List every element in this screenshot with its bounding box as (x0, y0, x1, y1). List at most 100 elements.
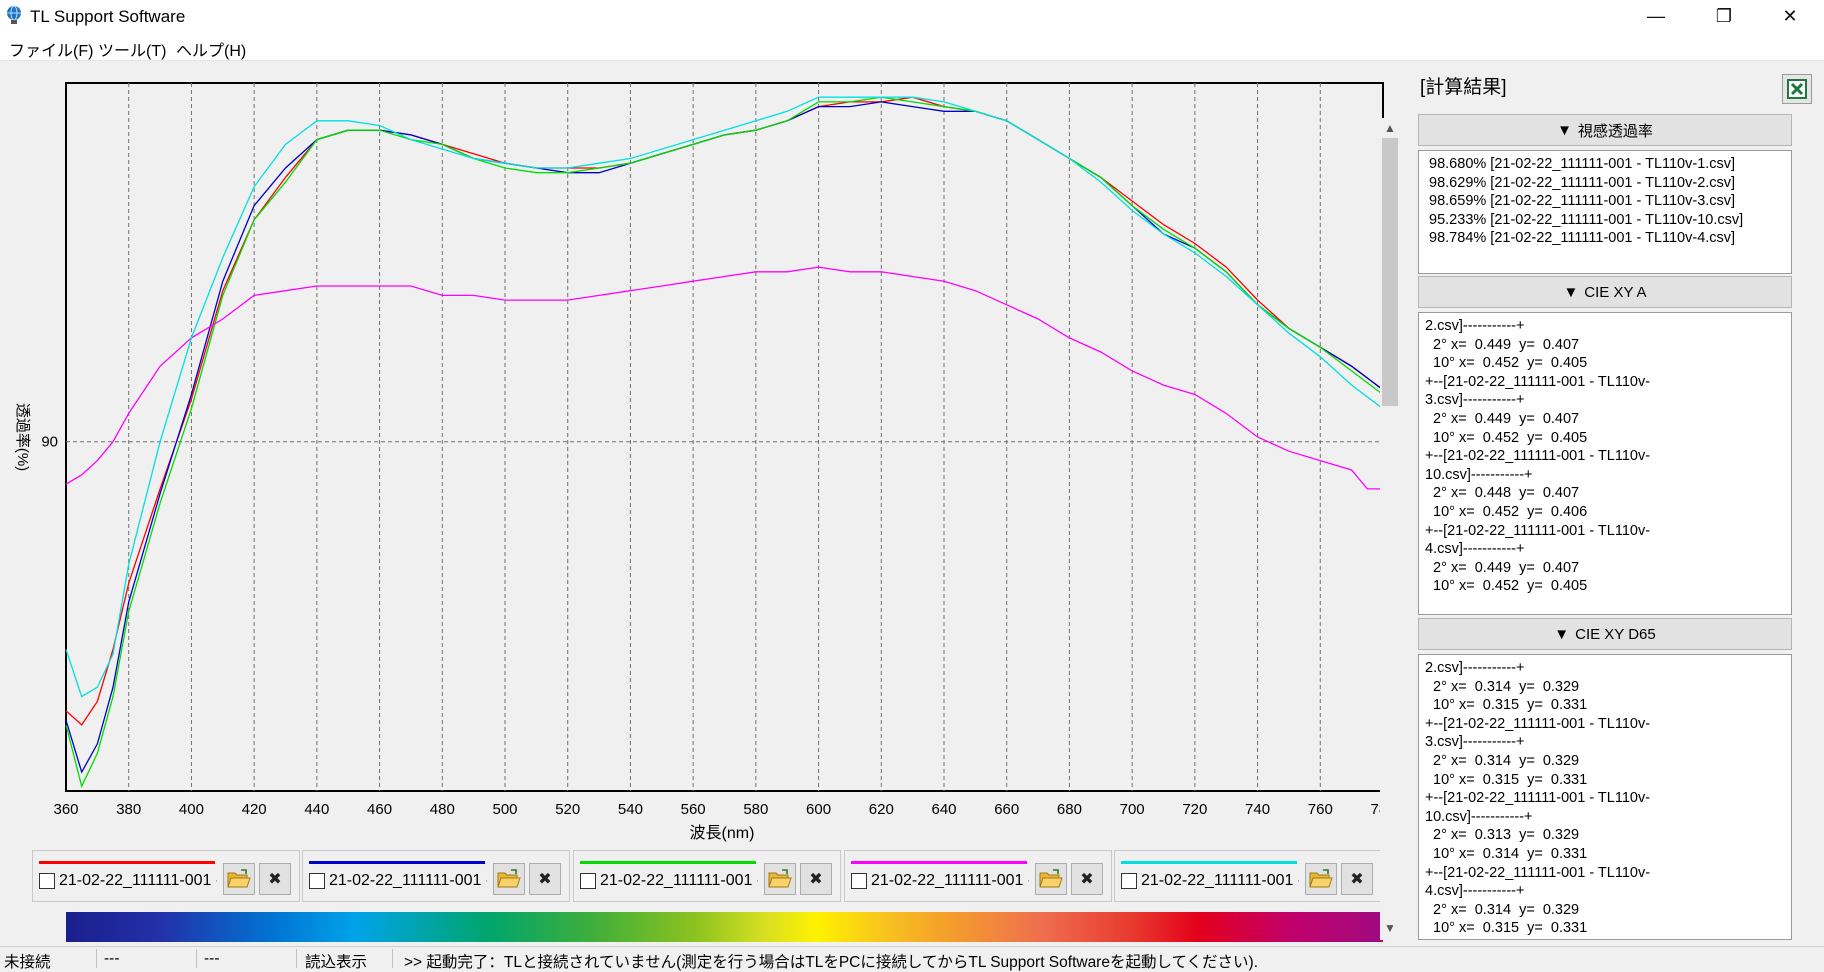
x-tick-label: 460 (367, 801, 392, 818)
x-axis-label: 波長(nm) (690, 824, 755, 842)
x-tick-label: 560 (681, 801, 706, 818)
folder-open-icon (1309, 869, 1333, 888)
menu-file[interactable]: ファイル(F) (9, 43, 94, 60)
scrollbar-thumb[interactable] (1382, 138, 1398, 406)
remove-icon: ✖ (268, 871, 282, 888)
status-divider (96, 949, 97, 968)
x-tick-label: 660 (994, 801, 1019, 818)
minimize-icon: — (1647, 6, 1665, 26)
x-tick-label: 600 (806, 801, 831, 818)
remove-icon: ✖ (538, 871, 552, 888)
section-body-cie-xy-d65: 2.csv]-----------+ 2° x= 0.314 y= 0.329 … (1418, 654, 1792, 940)
chart-panel: 360 380 400 420 440 460 480 500 520 540 560 580 600 6… (0, 64, 1411, 844)
file-slot-3: 21-02-22_111111-001 - TL110v-3.csv ✖ (573, 850, 841, 902)
restore-icon: ❐ (1715, 6, 1733, 26)
status-message: >> 起動完了：TLと接続されていません(測定を行う場合はTLをPCに接続してか… (404, 954, 1259, 971)
file-name: 21-02-22_111111-001 - TL110v-3.csv (600, 872, 758, 889)
folder-open-icon (227, 869, 251, 888)
file-checkbox[interactable] (851, 873, 867, 889)
x-tick-label: 620 (869, 801, 894, 818)
section-title: CIE XY D65 (1575, 625, 1656, 643)
file-name: 21-02-22_111111-001 - TL110v-1.csv (59, 872, 217, 889)
x-tick-label: 420 (242, 801, 267, 818)
folder-open-icon (1039, 869, 1063, 888)
x-tick-label: 760 (1308, 801, 1333, 818)
remove-file-button[interactable]: ✖ (529, 863, 561, 895)
file-name: 21-02-22_111111-001 - TL110v-2.csv (329, 872, 487, 889)
section-title: CIE XY A (1584, 283, 1647, 301)
spectrum-color-bar (66, 912, 1383, 942)
collapse-triangle-icon: ▼ (1557, 121, 1572, 139)
x-tick-label: 700 (1120, 801, 1145, 818)
excel-export-button[interactable] (1782, 74, 1812, 104)
file-slot-5: 21-02-22_111111-001 - TL110v-4.csv ✖ (1114, 850, 1382, 902)
collapse-triangle-icon: ▼ (1554, 625, 1570, 643)
open-file-button[interactable] (764, 863, 796, 895)
excel-export-icon (1787, 79, 1807, 99)
x-tick-label: 480 (430, 801, 455, 818)
section-header-luminous-transmittance[interactable]: ▼ 視感透過率 (1418, 114, 1792, 146)
scroll-down-icon[interactable]: ▼ (1384, 921, 1396, 935)
x-tick-label: 680 (1057, 801, 1082, 818)
open-file-button[interactable] (223, 863, 255, 895)
series-line-3 (65, 96, 1384, 789)
title-bar: TL Support Software — ❐ ✕ (0, 0, 1824, 33)
open-file-button[interactable] (1035, 863, 1067, 895)
series-color-swatch (39, 861, 215, 864)
x-tick-label: 740 (1245, 801, 1270, 818)
status-divider (392, 949, 393, 968)
y-axis-label: 透過率(%) (14, 403, 31, 471)
remove-file-button[interactable]: ✖ (1071, 863, 1103, 895)
series-color-swatch (309, 861, 485, 864)
window-title: TL Support Software (30, 7, 186, 26)
section-header-cie-xy-d65[interactable]: ▼ CIE XY D65 (1418, 618, 1792, 650)
section-title: 視感透過率 (1577, 122, 1653, 140)
series-color-swatch (1121, 861, 1297, 864)
y-tick-label: 90 (41, 434, 58, 451)
remove-icon: ✖ (1080, 871, 1094, 888)
file-checkbox[interactable] (309, 873, 325, 889)
section-header-cie-xy-a[interactable]: ▼ CIE XY A (1418, 276, 1792, 308)
x-tick-label: 540 (618, 801, 643, 818)
open-file-button[interactable] (493, 863, 525, 895)
status-divider (196, 949, 197, 968)
file-slot-4: 21-02-22_111111-001 - TL110v-10.csv ✖ (844, 850, 1112, 902)
x-tick-label: 440 (304, 801, 329, 818)
collapse-triangle-icon: ▼ (1563, 283, 1579, 301)
remove-icon: ✖ (809, 871, 823, 888)
menu-help[interactable]: ヘルプ(H) (176, 43, 247, 60)
status-mode: 読込表示 (305, 954, 368, 971)
status-field-3: --- (204, 950, 220, 967)
transmittance-chart: 360 380 400 420 440 460 480 500 520 540 560 580 600 6… (14, 82, 1396, 842)
series-color-swatch (851, 861, 1027, 864)
close-button[interactable]: ✕ (1756, 0, 1824, 33)
file-slot-2: 21-02-22_111111-001 - TL110v-2.csv ✖ (302, 850, 570, 902)
status-divider (296, 949, 297, 968)
series-line-5 (65, 96, 1384, 698)
file-checkbox[interactable] (39, 873, 55, 889)
file-name: 21-02-22_111111-001 - TL110v-10.csv (871, 872, 1029, 889)
file-checkbox[interactable] (580, 873, 596, 889)
x-tick-label: 640 (931, 801, 956, 818)
remove-file-button[interactable]: ✖ (800, 863, 832, 895)
maximize-button[interactable]: ❐ (1690, 0, 1758, 33)
app-globe-icon (7, 5, 21, 24)
open-file-button[interactable] (1305, 863, 1337, 895)
status-bar: 未接続 --- --- 読込表示 >> 起動完了：TLと接続されていません(測定… (0, 946, 1824, 971)
menu-bar: ファイル(F) ツール(T) ヘルプ(H) (0, 33, 1824, 61)
series-color-swatch (580, 861, 756, 864)
scroll-up-icon[interactable]: ▲ (1384, 121, 1396, 135)
x-tick-label: 500 (492, 801, 517, 818)
status-connection: 未接続 (4, 954, 51, 971)
x-tick-label: 400 (179, 801, 204, 818)
folder-open-icon (768, 869, 792, 888)
plot-area (65, 82, 1384, 792)
x-tick-label: 720 (1182, 801, 1207, 818)
minimize-button[interactable]: — (1622, 0, 1690, 33)
series-line-4 (65, 266, 1383, 490)
remove-file-button[interactable]: ✖ (1341, 863, 1373, 895)
menu-tools[interactable]: ツール(T) (98, 43, 167, 60)
file-checkbox[interactable] (1121, 873, 1137, 889)
remove-icon: ✖ (1350, 871, 1364, 888)
remove-file-button[interactable]: ✖ (259, 863, 291, 895)
